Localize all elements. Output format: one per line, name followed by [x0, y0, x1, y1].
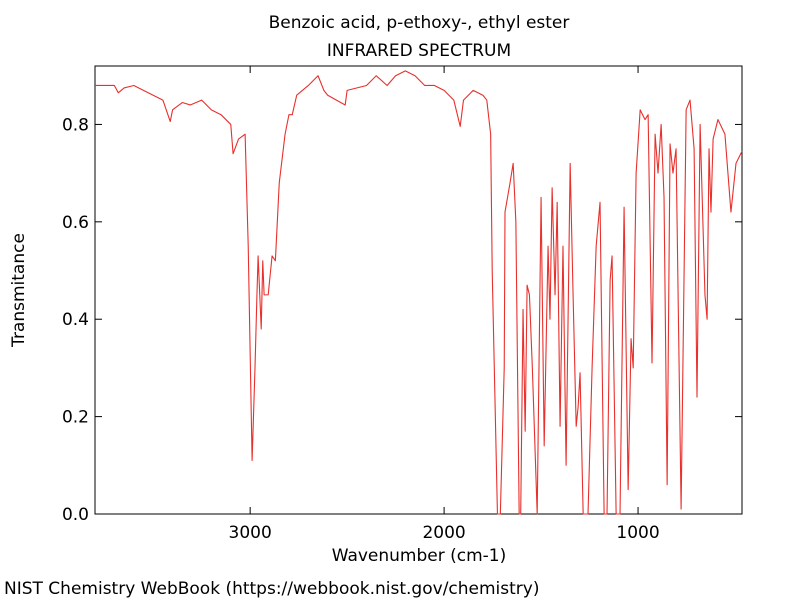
x-axis-label: Wavenumber (cm-1)	[332, 546, 507, 566]
source-note: NIST Chemistry WebBook (https://webbook.…	[4, 579, 539, 599]
chart-subtitle: INFRARED SPECTRUM	[327, 41, 511, 61]
y-tick-label: 0.0	[62, 505, 89, 525]
chart-title: Benzoic acid, p-ethoxy-, ethyl ester	[269, 13, 570, 33]
x-tick-label: 2000	[422, 523, 465, 543]
x-tick-label: 3000	[229, 523, 272, 543]
spectrum-line	[95, 70, 743, 515]
y-axis-label: Transmitance	[9, 233, 29, 348]
plot-frame	[94, 65, 743, 515]
y-tick-label: 0.6	[62, 213, 89, 233]
y-tick-label: 0.4	[62, 310, 89, 330]
x-tick-label: 1000	[616, 523, 659, 543]
y-tick-label: 0.2	[62, 408, 89, 428]
y-tick-label: 0.8	[62, 115, 89, 135]
